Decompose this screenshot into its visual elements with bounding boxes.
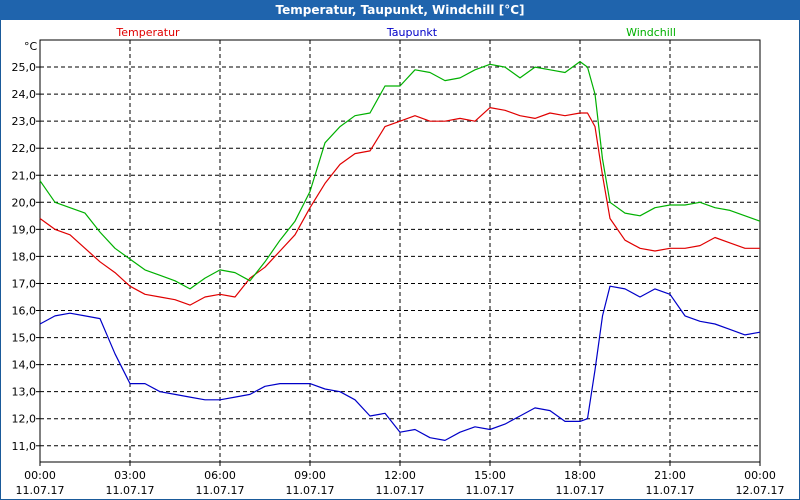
y-tick-label: 24,0	[12, 88, 37, 101]
x-tick-date-label: 11.07.17	[376, 484, 425, 497]
y-tick-label: 25,0	[12, 61, 37, 74]
x-tick-date-label: 11.07.17	[286, 484, 335, 497]
y-tick-label: 18,0	[12, 250, 37, 263]
y-tick-label: 15,0	[12, 332, 37, 345]
y-axis-ticks: 11,0 12,0 13,0 14,0 15,0 16,0 17,0 18,0 19,0 20,0…	[12, 61, 40, 453]
y-tick-label: 11,0	[12, 440, 37, 453]
x-tick-time-label: 21:00	[654, 469, 686, 482]
y-tick-label: 19,0	[12, 223, 37, 236]
x-tick-date-label: 11.07.17	[466, 484, 515, 497]
grid-lines	[40, 40, 760, 462]
series-line-taupunkt	[39, 285, 761, 441]
x-tick-time-label: 12:00	[384, 469, 416, 482]
y-tick-label: 22,0	[12, 142, 37, 155]
x-axis-ticks: 00:00 11.07.17 03:00 11.07.17 06:00 11.07.17 0…	[16, 462, 785, 497]
y-tick-label: 20,0	[12, 196, 37, 209]
y-axis-unit-label: °C	[24, 40, 38, 53]
x-tick-date-label: 12.07.17	[736, 484, 785, 497]
x-tick-date-label: 11.07.17	[196, 484, 245, 497]
x-tick-date-label: 11.07.17	[646, 484, 695, 497]
series-line-temperatur	[39, 106, 760, 306]
y-tick-label: 17,0	[12, 277, 37, 290]
legend-entry-windchill: Windchill	[626, 26, 676, 39]
x-tick-time-label: 18:00	[564, 469, 596, 482]
legend-entry-taupunkt: Taupunkt	[386, 26, 438, 39]
y-tick-label: 16,0	[12, 305, 37, 318]
legend: Temperatur Taupunkt Windchill	[115, 26, 676, 39]
x-tick-time-label: 00:00	[24, 469, 56, 482]
x-tick-time-label: 15:00	[474, 469, 506, 482]
x-tick-time-label: 00:00	[744, 469, 776, 482]
y-tick-label: 21,0	[12, 169, 37, 182]
x-tick-time-label: 06:00	[204, 469, 236, 482]
legend-entry-temperatur: Temperatur	[115, 26, 180, 39]
series-lines	[39, 60, 761, 441]
x-tick-date-label: 11.07.17	[16, 484, 65, 497]
x-tick-time-label: 09:00	[294, 469, 326, 482]
y-tick-label: 12,0	[12, 413, 37, 426]
x-tick-date-label: 11.07.17	[556, 484, 605, 497]
y-tick-label: 14,0	[12, 359, 37, 372]
series-line-windchill	[39, 60, 761, 290]
y-tick-label: 13,0	[12, 386, 37, 399]
x-tick-date-label: 11.07.17	[106, 484, 155, 497]
y-tick-label: 23,0	[12, 115, 37, 128]
chart-title: Temperatur, Taupunkt, Windchill [°C]	[0, 0, 800, 20]
x-tick-time-label: 03:00	[114, 469, 146, 482]
